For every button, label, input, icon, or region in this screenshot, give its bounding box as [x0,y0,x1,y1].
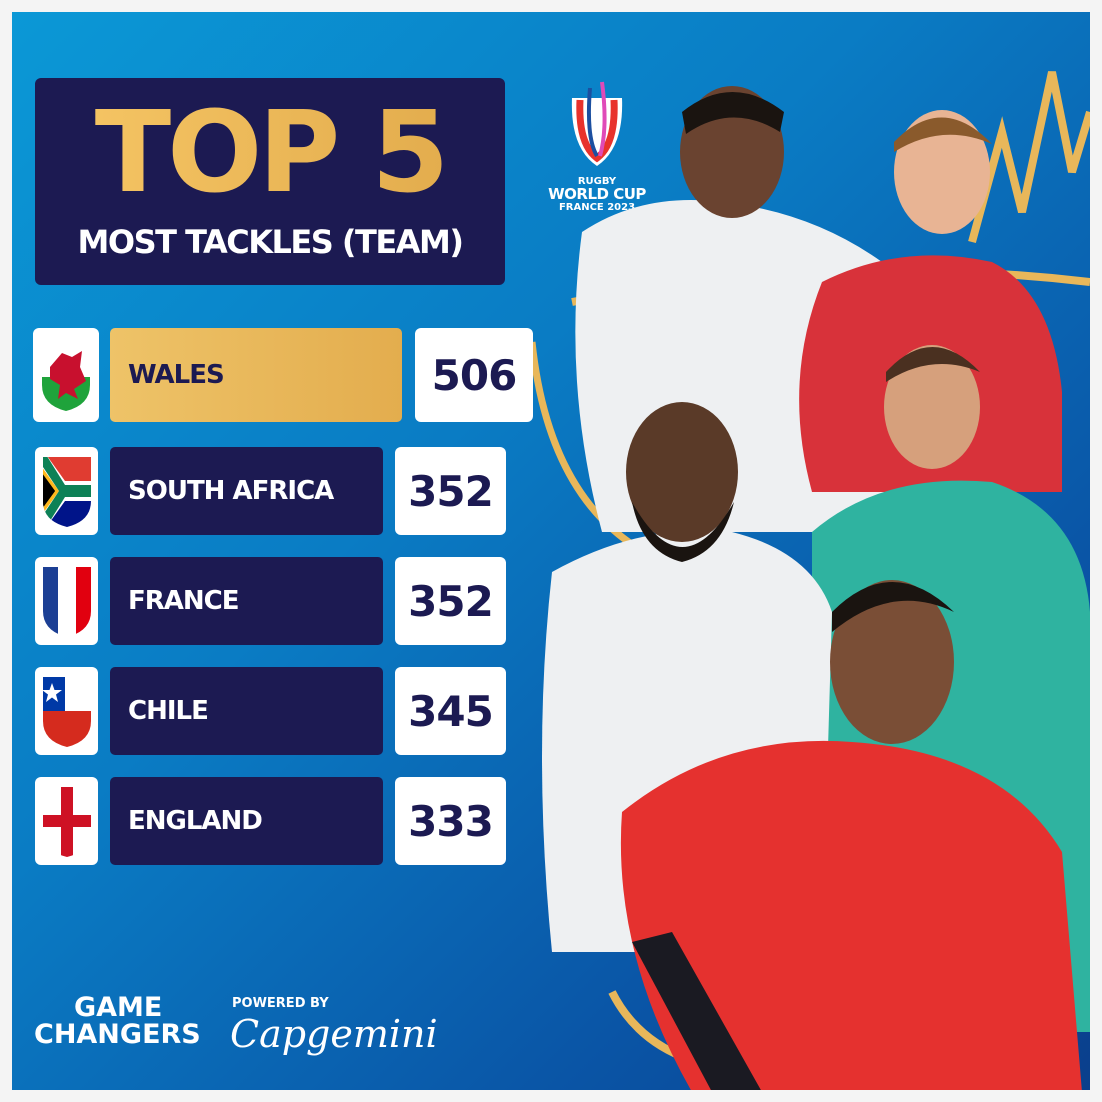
page-title: TOP 5 [35,91,505,215]
footer-line1: GAME [74,992,163,1023]
player-photo-collage [542,86,1090,1090]
game-changers-logo: GAME CHANGERS [34,994,201,1048]
logo-line2: WORLD CUP [548,185,646,203]
rwc-trophy-icon [571,81,623,166]
rank-2-tackles: 352 [395,447,506,535]
page-subtitle: MOST TACKLES (TEAM) [77,223,464,261]
sponsor-logo: Capgemini [230,1012,438,1056]
logo-line3: FRANCE 2023 [558,202,636,213]
title-box: TOP 5 MOST TACKLES (TEAM) [35,78,505,285]
powered-by-label: POWERED BY [232,996,329,1011]
rank-3-team: FRANCE [110,557,383,645]
chile-flag-icon [35,667,98,755]
infographic: TOP 5 MOST TACKLES (TEAM) RUGBY WORLD CU… [12,12,1090,1090]
france-flag-icon [35,557,98,645]
south-africa-flag-icon [35,447,98,535]
rank-5-team: ENGLAND [110,777,383,865]
wales-flag-icon [33,328,99,422]
rank-2-team: SOUTH AFRICA [110,447,383,535]
rank-5-tackles: 333 [395,777,506,865]
rank-1-team: WALES [110,328,402,422]
rank-1-tackles: 506 [415,328,533,422]
logo-line1: RUGBY [577,176,617,187]
footer-line2: CHANGERS [34,1019,201,1050]
player-wales [620,580,1082,1090]
rank-4-team: CHILE [110,667,383,755]
rank-3-tackles: 352 [395,557,506,645]
england-flag-icon [35,777,98,865]
rank-4-tackles: 345 [395,667,506,755]
rugby-world-cup-logo: RUGBY WORLD CUP FRANCE 2023 [542,78,652,213]
